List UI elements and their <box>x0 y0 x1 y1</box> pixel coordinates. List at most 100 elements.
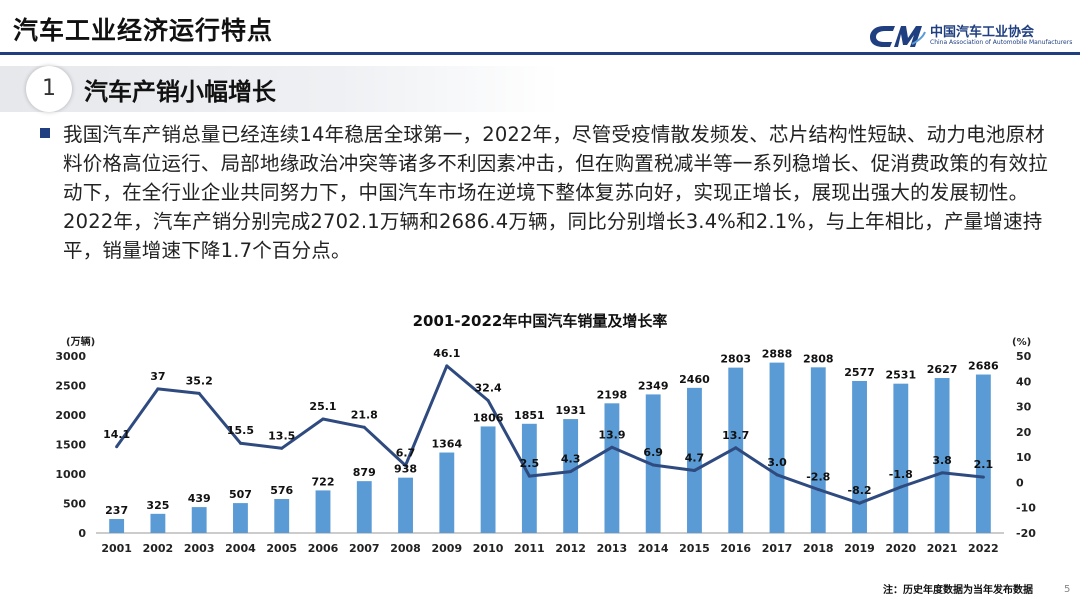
sales-bar <box>521 423 537 533</box>
sales-bar <box>810 367 826 533</box>
left-axis-tick-label: 0 <box>78 527 86 540</box>
sales-bar-label: 507 <box>229 488 252 501</box>
left-axis-tick-label: 1500 <box>55 439 86 452</box>
year-tick-label: 2004 <box>225 542 256 555</box>
growth-rate-label: 13.5 <box>268 429 295 442</box>
growth-rate-point <box>858 501 862 505</box>
growth-rate-point <box>569 470 573 474</box>
sales-bar-label: 2686 <box>968 360 999 373</box>
right-axis-tick-label: 0 <box>1016 476 1024 489</box>
year-tick-label: 2011 <box>514 542 545 555</box>
right-axis-tick-label: -10 <box>1016 502 1036 515</box>
bullet-square-icon <box>40 128 50 138</box>
association-logo: 中国汽车工业协会 China Association of Automobile… <box>868 20 1072 50</box>
sales-bar-label: 1806 <box>473 411 504 424</box>
year-tick-label: 2007 <box>349 542 380 555</box>
growth-rate-label: 35.2 <box>186 374 213 387</box>
year-tick-label: 2019 <box>844 542 875 555</box>
right-axis-tick-label: 40 <box>1016 375 1032 388</box>
sales-bar <box>356 481 372 533</box>
sales-growth-chart: 0 500 1000 1500 2000 2500 3000 -20 -10 0 10 20 30 40 5… <box>55 312 1036 596</box>
year-tick-label: 2003 <box>184 542 215 555</box>
chart-footnote: 注：历史年度数据为当年发布数据 <box>883 583 1033 596</box>
sales-bar <box>398 477 413 533</box>
year-tick-label: 2006 <box>308 542 339 555</box>
growth-rate-point <box>651 463 655 467</box>
section-title: 汽车产销小幅增长 <box>84 78 276 106</box>
growth-rate-label: 46.1 <box>433 347 460 360</box>
sales-bar-label: 938 <box>394 463 417 476</box>
right-axis-tick-label: 50 <box>1016 350 1032 363</box>
growth-rate-label: 2.5 <box>520 457 540 470</box>
logo-english-name: China Association of Automobile Manufact… <box>930 39 1073 46</box>
growth-rate-point <box>610 445 614 449</box>
growth-rate-line <box>115 364 984 505</box>
growth-rate-label: 4.3 <box>561 453 581 466</box>
growth-rate-label: 2.1 <box>974 458 994 471</box>
left-axis-tick-label: 500 <box>63 498 86 511</box>
growth-rate-point <box>734 446 738 450</box>
sales-bar-label: 2627 <box>927 363 958 376</box>
year-tick-label: 2009 <box>432 542 463 555</box>
sales-bar-label: 2808 <box>803 352 834 365</box>
growth-rate-label: 15.5 <box>227 424 254 437</box>
sales-bar <box>274 499 290 533</box>
year-tick-label: 2018 <box>803 542 834 555</box>
sales-bar-label: 2349 <box>638 379 669 392</box>
growth-rate-point <box>156 387 160 391</box>
chart-labels: 237 2001 325 2002 439 2003 507 2004 576 2005 722 20… <box>101 347 999 555</box>
growth-rate-label: -8.2 <box>848 484 872 497</box>
growth-rate-point <box>362 425 366 429</box>
growth-rate-point <box>816 488 820 492</box>
growth-rate-label: 32.4 <box>475 382 502 395</box>
sales-bar-label: 722 <box>312 475 335 488</box>
year-tick-label: 2001 <box>101 542 132 555</box>
growth-rate-point <box>899 485 903 489</box>
sales-bar-label: 2803 <box>720 353 751 366</box>
sales-bar <box>893 383 909 533</box>
year-tick-label: 2022 <box>968 542 999 555</box>
sales-bar <box>233 503 248 533</box>
logo-chinese-name: 中国汽车工业协会 <box>930 25 1035 40</box>
growth-rate-label: -2.8 <box>806 471 830 484</box>
year-tick-label: 2020 <box>886 542 917 555</box>
right-axis-tick-label: -20 <box>1016 527 1036 540</box>
right-axis-tick-label: 10 <box>1016 451 1032 464</box>
chart-growth-line <box>115 364 985 505</box>
sales-bar-label: 2531 <box>886 369 917 382</box>
growth-rate-label: 25.1 <box>309 400 336 413</box>
sales-bar-label: 237 <box>105 504 128 517</box>
sales-bar-label: 879 <box>353 466 376 479</box>
sales-bar <box>728 367 744 533</box>
growth-rate-point <box>404 463 408 467</box>
growth-rate-label: 37 <box>150 370 165 383</box>
sales-bar-label: 1364 <box>432 438 463 451</box>
sales-bar-label: 1851 <box>514 409 545 422</box>
sales-bar <box>439 452 455 533</box>
page-number: 5 <box>1064 584 1071 595</box>
growth-rate-label: 14.1 <box>103 428 130 441</box>
growth-rate-label: 6.7 <box>396 446 416 459</box>
growth-rate-point <box>486 399 490 403</box>
right-axis-unit: (%) <box>1012 337 1031 348</box>
year-tick-label: 2017 <box>762 542 793 555</box>
sales-bar <box>563 419 579 533</box>
year-tick-label: 2014 <box>638 542 669 555</box>
left-axis-tick-label: 3000 <box>55 350 86 363</box>
year-tick-label: 2015 <box>679 542 710 555</box>
growth-rate-point <box>115 445 119 449</box>
bullet-text: 我国汽车产销总量已经连续14年稳居全球第一，2022年，尽管受疫情散发频发、芯片… <box>63 123 1049 262</box>
growth-rate-label: 3.0 <box>767 456 787 469</box>
sales-bar <box>934 378 950 533</box>
sales-bar-label: 439 <box>188 492 211 505</box>
year-tick-label: 2013 <box>597 542 628 555</box>
left-axis-tick-label: 2500 <box>55 380 86 393</box>
sales-bar <box>150 513 166 533</box>
growth-rate-point <box>981 475 985 479</box>
right-axis-tick-label: 30 <box>1016 401 1032 414</box>
growth-rate-point <box>280 446 284 450</box>
sales-bar <box>480 426 496 533</box>
sales-bar <box>191 507 207 533</box>
left-axis-unit: (万辆) <box>66 335 95 348</box>
year-tick-label: 2016 <box>720 542 751 555</box>
